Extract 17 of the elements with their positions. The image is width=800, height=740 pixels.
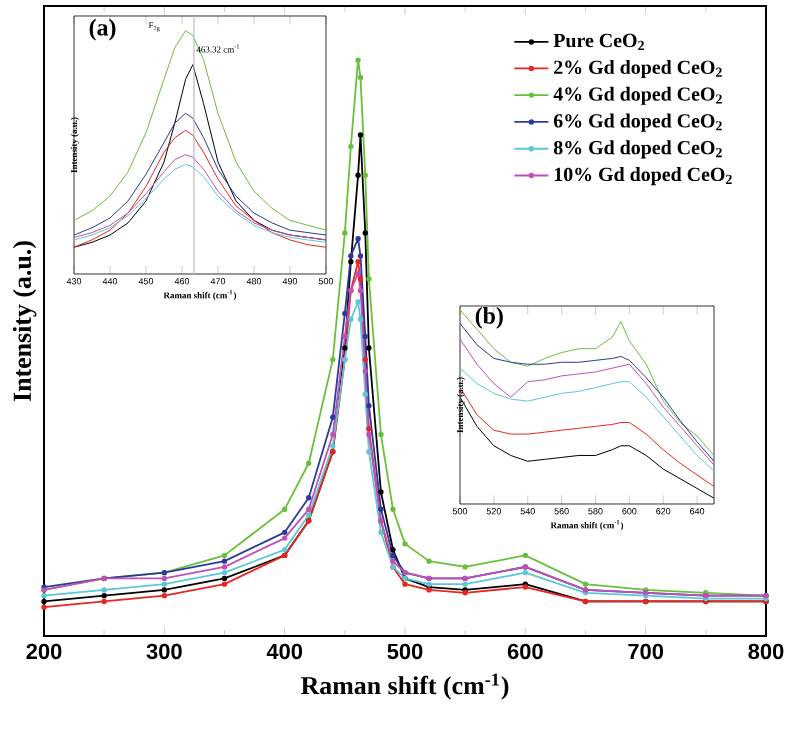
y-axis-title: Intensity (a.u.) [12, 241, 37, 402]
legend-label: Pure CeO$_{2}$ [553, 33, 644, 51]
chart-title: (b) [475, 307, 503, 329]
x-axis-title: Raman shift (cm$^{-1}$) [300, 673, 509, 700]
legend-label: 8% Gd doped CeO$_{2}$ [553, 140, 722, 159]
x-tick-label: 500 [387, 643, 423, 660]
x-tick-label: 600 [507, 643, 543, 660]
legend-label: 6% Gd doped CeO$_{2}$ [553, 113, 722, 132]
x-tick-label: 400 [266, 643, 303, 660]
x-tick-label: 700 [628, 643, 664, 660]
legend-label: 2% Gd doped CeO$_{2}$ [554, 59, 722, 79]
x-tick-label: 300 [146, 643, 182, 660]
legend-label: 10% Gd doped CeO$_{2}$ [554, 167, 732, 186]
chart-title: (a) [89, 18, 116, 41]
legend-label: 4% Gd doped CeO$_{2}$ [553, 86, 722, 105]
x-tick-label: 800 [748, 643, 784, 660]
x-tick-label: 200 [26, 643, 62, 660]
